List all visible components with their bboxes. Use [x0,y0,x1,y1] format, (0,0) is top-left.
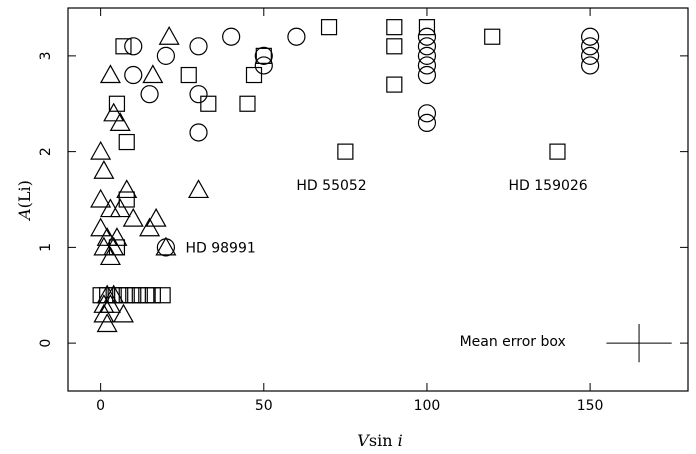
triangle-marker [90,217,112,237]
square-marker [245,66,263,84]
square-marker [255,47,272,64]
circle-marker [417,46,437,65]
square-marker [118,191,135,208]
square-marker [418,19,436,36]
square-marker [549,143,566,160]
triangle-marker [116,179,138,199]
x-axis-title: Vsin i [357,431,402,450]
square-marker [118,133,135,151]
square-marker [154,287,171,304]
y-axis-title-a: A [15,208,34,222]
triangle-marker [158,25,180,45]
square-marker [144,287,161,304]
square-marker [108,239,126,256]
circle-marker [254,46,273,65]
annotation-label: HD 55052 [296,178,366,194]
circle-marker [417,65,437,85]
annotation-label: HD 159026 [509,178,588,194]
triangle-marker [90,188,112,208]
annotations: HD 98991 HD 55052 HD 159026 Mean error box [185,178,587,350]
triangle-marker [188,179,210,199]
triangle-marker [106,227,128,246]
circle-marker [156,238,175,257]
mean-error-box [606,323,672,363]
square-marker [386,38,403,55]
circle-marker [581,37,600,56]
triangle-marker [142,64,164,84]
data-markers [90,19,600,333]
square-marker [386,19,403,36]
circle-marker [417,113,437,133]
x-tick-label: 0 [96,398,105,414]
circle-marker [581,46,600,65]
y-axis-title-li: (Li) [15,180,34,208]
triangle-marker [99,246,121,266]
triangle-marker [112,303,134,323]
triangle-marker [93,303,115,323]
square-marker [320,19,338,36]
x-tick-label: 100 [414,398,441,414]
square-marker [180,66,197,84]
circle-marker [156,46,175,65]
circle-marker [287,27,306,46]
square-marker [386,76,403,93]
circle-marker [417,56,437,75]
circle-marker [254,56,273,75]
square-marker [200,95,217,112]
circle-marker [417,27,437,46]
square-marker [337,143,354,160]
plot-frame [67,7,689,392]
circle-marker [581,56,600,75]
circle-marker [189,123,208,142]
annotation-label: Mean error box [460,334,566,350]
triangle-marker [99,64,121,84]
circle-marker [189,85,208,104]
circle-marker [417,104,437,123]
x-tick-label: 150 [577,398,604,414]
triangle-marker [155,236,177,256]
y-tick-label: 0 [38,339,54,348]
circle-marker [189,37,208,56]
y-tick-label: 3 [38,51,54,60]
triangle-marker [99,294,121,313]
circle-marker [581,27,600,46]
triangle-marker [145,207,167,227]
y-tick-label: 1 [38,243,54,252]
square-marker [484,28,501,45]
x-axis-title-i: i [398,431,403,450]
circle-marker [124,65,143,85]
triangle-marker [90,140,112,160]
circle-marker [124,37,143,56]
triangle-marker [109,112,131,131]
circle-marker [417,37,437,56]
triangle-marker [99,198,121,218]
triangle-marker [139,217,161,237]
square-marker [239,95,256,112]
y-axis-title: A(Li) [15,180,34,222]
triangle-marker [103,102,125,122]
circle-marker [140,85,159,104]
triangle-marker [109,198,131,218]
y-tick-label: 2 [38,147,54,156]
circle-marker [222,27,241,46]
triangle-marker [96,313,118,333]
square-marker [115,38,132,55]
x-axis-title-v: V [357,431,370,450]
axis-ticks: 0 50 100 150 0 1 2 3 [38,8,688,414]
annotation-label: HD 98991 [185,240,255,256]
triangle-marker [122,207,144,227]
x-tick-label: 50 [255,398,273,414]
x-axis-title-sin: sin [369,431,398,450]
triangle-marker [93,160,115,179]
square-marker [108,95,126,112]
